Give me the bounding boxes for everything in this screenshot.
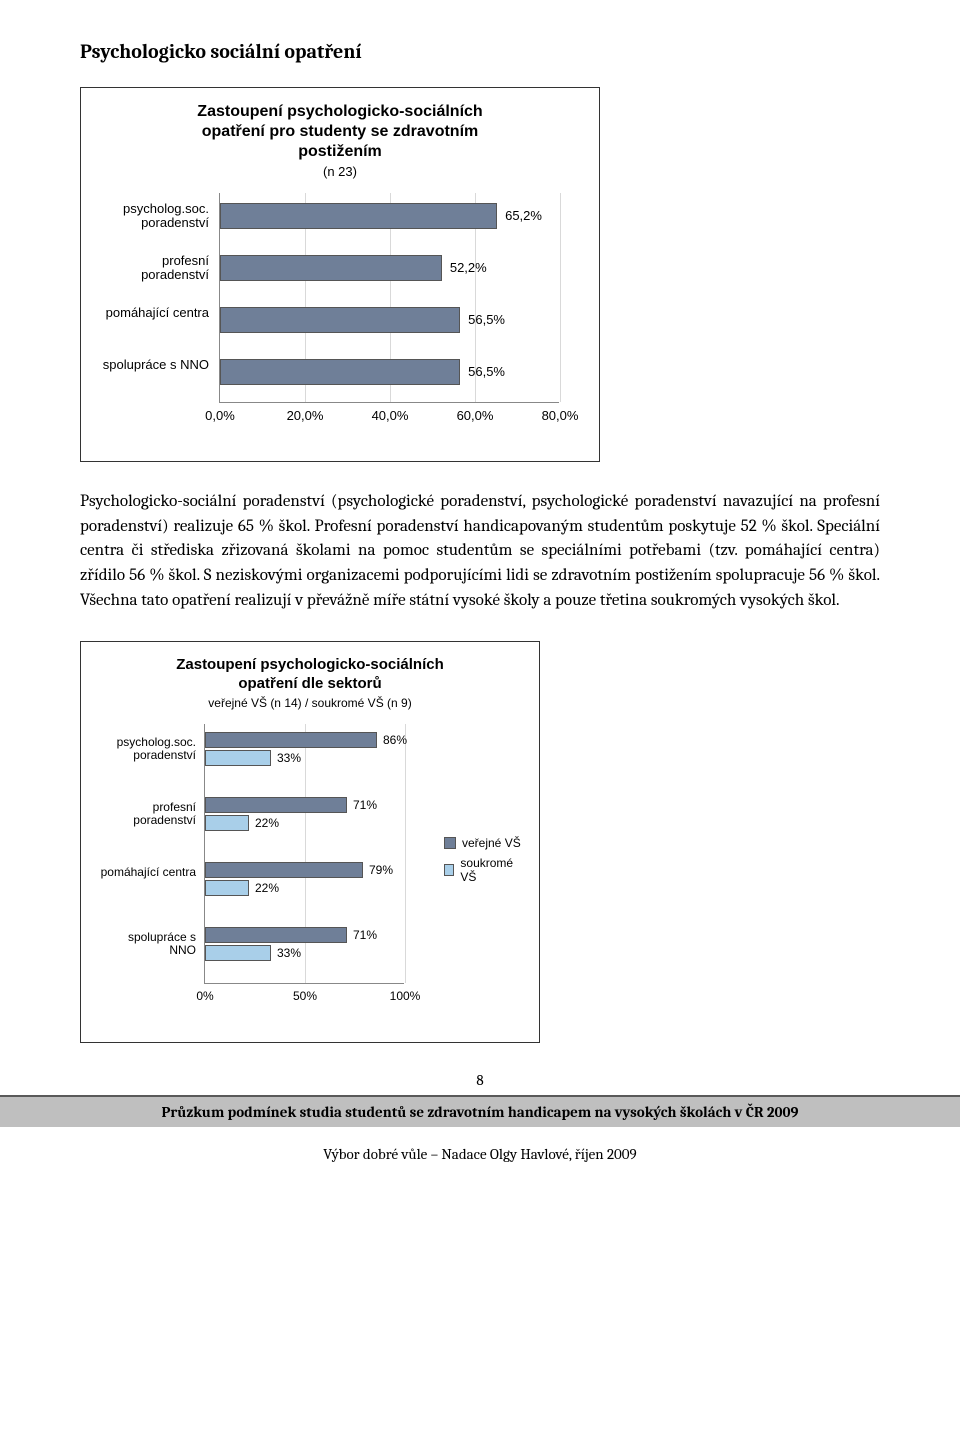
chart-1-title: Zastoupení psychologicko-sociálních opat… (99, 102, 581, 179)
legend-swatch-icon (444, 864, 454, 876)
chart-1-xtick-label: 40,0% (372, 408, 409, 423)
chart-2-title-line: Zastoupení psychologicko-sociálních (99, 656, 521, 675)
chart-2-bar (205, 927, 347, 943)
chart-2-value-label: 71% (353, 928, 377, 942)
chart-2-subtitle: veřejné VŠ (n 14) / soukromé VŠ (n 9) (99, 696, 521, 710)
chart-2-value-label: 86% (383, 733, 407, 747)
chart-2-bar (205, 945, 271, 961)
chart-1-plot: 0,0%20,0%40,0%60,0%80,0%65,2%52,2%56,5%5… (219, 193, 559, 403)
chart-2-title: Zastoupení psychologicko-sociálních opat… (99, 656, 521, 710)
chart-2-value-label: 79% (369, 863, 393, 877)
chart-1: Zastoupení psychologicko-sociálních opat… (80, 87, 600, 462)
body-paragraph: Psychologicko-sociální poradenství (psyc… (80, 490, 880, 613)
chart-2: Zastoupení psychologicko-sociálních opat… (80, 641, 540, 1043)
chart-2-xtick-label: 100% (390, 989, 421, 1003)
legend-label: veřejné VŠ (462, 836, 521, 850)
chart-1-category-label: spolupráce s NNO (99, 358, 209, 372)
chart-2-category-label: spolupráce s NNO (99, 931, 196, 957)
chart-1-title-line: opatření pro studenty se zdravotním (99, 122, 581, 142)
footer-sub: Výbor dobré vůle – Nadace Olgy Havlové, … (80, 1145, 880, 1163)
chart-1-title-line: postižením (99, 142, 581, 162)
chart-2-plot-area: 0% 50% 100% 86% 33% 71% 22% 79% 22% 71% 33% psychol… (99, 724, 521, 1014)
chart-1-bar (220, 359, 460, 385)
chart-2-category-label: profesní poradenství (99, 801, 196, 827)
chart-1-value-label: 52,2% (450, 260, 487, 275)
legend-swatch-icon (444, 837, 456, 849)
chart-1-value-label: 56,5% (468, 364, 505, 379)
chart-2-xtick-label: 0% (196, 989, 213, 1003)
chart-1-title-line: Zastoupení psychologicko-sociálních (99, 102, 581, 122)
chart-1-value-label: 56,5% (468, 312, 505, 327)
chart-2-value-label: 22% (255, 816, 279, 830)
chart-2-bar (205, 880, 249, 896)
chart-1-xtick-label: 60,0% (457, 408, 494, 423)
chart-1-bar (220, 307, 460, 333)
chart-1-category-label: psycholog.soc. poradenství (99, 202, 209, 231)
chart-2-gridline (405, 724, 406, 983)
legend-label: soukromé VŠ (460, 856, 521, 884)
chart-2-bar (205, 862, 363, 878)
chart-2-bar (205, 815, 249, 831)
chart-2-value-label: 71% (353, 798, 377, 812)
chart-1-gridline (560, 193, 561, 402)
chart-2-bar (205, 797, 347, 813)
chart-2-xtick-label: 50% (293, 989, 317, 1003)
chart-2-bar (205, 732, 377, 748)
chart-2-category-label: psycholog.soc. poradenství (99, 736, 196, 762)
chart-1-category-label: profesní poradenství (99, 254, 209, 283)
chart-2-title-line: opatření dle sektorů (99, 675, 521, 694)
chart-2-bar (205, 750, 271, 766)
chart-2-value-label: 22% (255, 881, 279, 895)
chart-1-bar (220, 203, 497, 229)
chart-1-plot-area: 0,0% 20,0% 40,0% 60,0% 80,0% 65,2% 52,2% 56,5% 5… (99, 193, 581, 433)
chart-2-gridline (305, 724, 306, 983)
chart-1-xtick-label: 20,0% (287, 408, 324, 423)
chart-2-plot: 0%50%100%86%33%71%22%79%22%71%33% (204, 724, 404, 984)
chart-1-xtick-label: 80,0% (542, 408, 579, 423)
chart-1-value-label: 65,2% (505, 208, 542, 223)
chart-2-legend-item: veřejné VŠ (444, 836, 521, 850)
chart-2-legend: veřejné VŠ soukromé VŠ (444, 836, 521, 890)
chart-1-category-label: pomáhající centra (99, 306, 209, 320)
chart-2-category-label: pomáhající centra (99, 866, 196, 879)
chart-1-bar (220, 255, 442, 281)
chart-1-xtick-label: 0,0% (205, 408, 235, 423)
chart-2-value-label: 33% (277, 946, 301, 960)
page-number: 8 (80, 1071, 880, 1089)
chart-1-subtitle: (n 23) (99, 164, 581, 179)
chart-2-value-label: 33% (277, 751, 301, 765)
section-title: Psychologicko sociální opatření (80, 40, 880, 63)
footer-banner: Průzkum podmínek studia studentů se zdra… (0, 1095, 960, 1127)
chart-2-legend-item: soukromé VŠ (444, 856, 521, 884)
